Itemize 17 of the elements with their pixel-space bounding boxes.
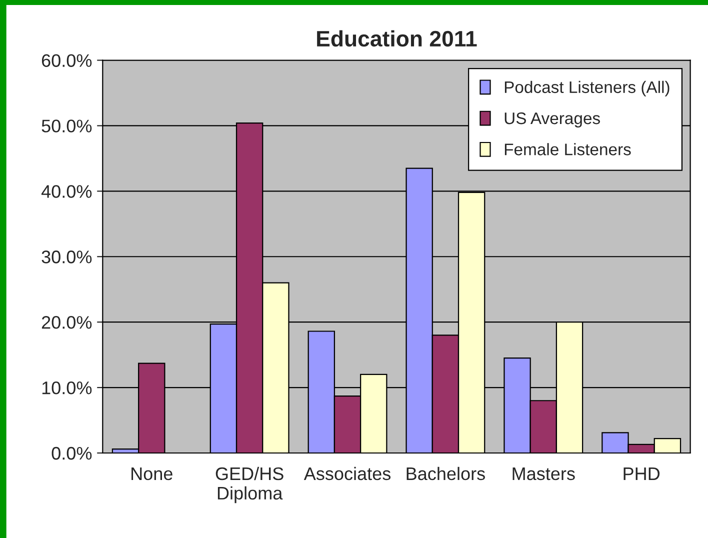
x-tick-label: PHD [624,468,660,480]
x-tick-label: Bachelors [406,466,485,480]
x-tick-label: None [132,468,172,480]
y-tick-label: 10.0% [42,381,92,394]
y-tick-label: 40.0% [41,185,92,198]
y-tick-label: 50.0% [42,120,92,132]
legend-label: Podcast Listeners (All) [504,80,670,96]
legend-label: Female Listeners [504,143,631,156]
y-tick-label: 0.0% [52,446,92,460]
y-tick-label: 20.0% [42,316,92,329]
y-tick-label: 60.0% [42,54,92,67]
x-tick-label: Masters [512,468,575,480]
y-tick-label: 30.0% [42,250,92,264]
x-tick-label: GED/HS Diploma [216,466,284,504]
x-tick-label: Associates [304,466,391,480]
chart-title: Education 2011 [317,30,477,47]
legend-label: US Averages [504,112,600,128]
